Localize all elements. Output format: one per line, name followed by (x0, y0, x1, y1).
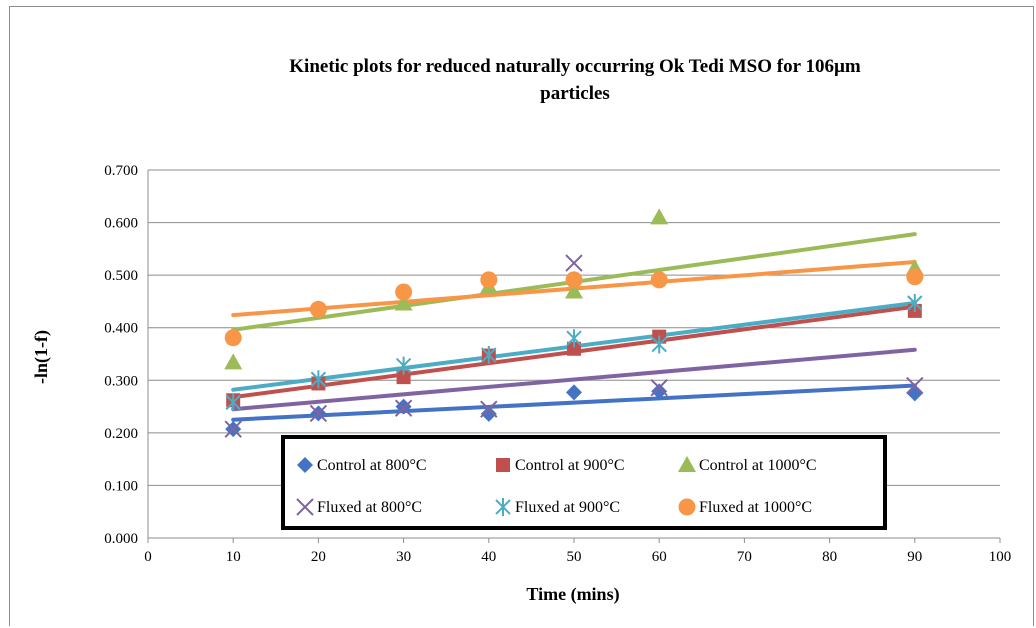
legend-entry-label: Control at 1000°C (699, 457, 817, 474)
data-point (310, 370, 327, 389)
data-point (396, 370, 411, 385)
data-point (395, 356, 412, 375)
data-point (481, 346, 497, 365)
data-point (907, 294, 923, 313)
x-tick-label: 100 (989, 549, 1012, 565)
data-point (650, 208, 669, 225)
data-point (650, 271, 668, 289)
data-point (394, 399, 413, 417)
x-tick-label: 30 (396, 549, 411, 565)
data-point (224, 329, 242, 347)
data-point (395, 398, 412, 415)
data-point (906, 385, 923, 402)
y-tick-label: 0.100 (104, 478, 138, 494)
data-point (651, 383, 668, 400)
data-point (566, 384, 582, 401)
data-point (480, 405, 497, 422)
y-tick-label: 0.500 (104, 268, 138, 284)
data-point (566, 329, 582, 348)
x-tick-label: 90 (907, 549, 922, 565)
data-point (565, 254, 583, 272)
y-tick-label: 0.400 (104, 321, 138, 337)
data-points (224, 208, 924, 438)
chart-title-line-1: Kinetic plots for reduced naturally occu… (289, 56, 861, 77)
data-point (650, 378, 668, 397)
legend-marker (678, 498, 696, 516)
trendline (231, 383, 917, 422)
chart-title-line-2: particles (540, 83, 610, 104)
y-tick-label: 0.600 (104, 216, 138, 232)
legend-marker (496, 458, 510, 472)
data-point (567, 341, 581, 356)
data-point (480, 271, 498, 289)
data-point (224, 420, 242, 438)
data-point (309, 404, 328, 423)
legend-entry-label: Fluxed at 800°C (317, 499, 422, 516)
data-point (480, 400, 498, 418)
x-tick-label: 50 (567, 549, 582, 565)
x-axis-label: Time (mins) (526, 584, 619, 605)
legend-marker (297, 457, 313, 473)
legend-entry-label: Control at 800°C (317, 457, 427, 474)
x-tick-label: 70 (737, 549, 752, 565)
x-tick-label: 10 (226, 549, 241, 565)
axes: 0.000 0.100 0.200 0.300 0.400 0.500 0.600 0.700… (104, 163, 1011, 565)
data-point (394, 294, 413, 311)
data-point (309, 300, 327, 318)
legend-marker (495, 498, 511, 516)
x-tick-label: 0 (144, 549, 152, 565)
legend-entry-label: Fluxed at 900°C (515, 499, 620, 516)
x-tick-label: 40 (481, 549, 496, 565)
legend-marker (296, 498, 314, 516)
trendline (231, 347, 917, 412)
data-point (651, 335, 667, 354)
y-tick-label: 0.000 (104, 531, 138, 547)
data-point (565, 282, 583, 299)
y-tick-label: 0.200 (104, 426, 138, 442)
data-point (224, 353, 243, 370)
legend-entry-label: Fluxed at 1000°C (699, 499, 812, 516)
data-point (906, 268, 924, 286)
data-point (906, 376, 924, 395)
x-tick-label: 60 (652, 549, 667, 565)
legend-marker (678, 456, 696, 472)
legend: Control at 800°C Control at 900°C Control … (281, 435, 887, 530)
y-tick-label: 0.300 (104, 373, 138, 389)
data-point (395, 283, 413, 301)
data-point (565, 271, 583, 289)
x-tick-label: 20 (311, 549, 326, 565)
legend-box (281, 435, 887, 530)
data-point (225, 393, 241, 412)
x-tick-label: 80 (822, 549, 837, 565)
y-axis-label: -ln(1-f) (31, 330, 52, 384)
y-tick-label: 0.700 (104, 163, 138, 179)
legend-entry-label: Control at 900°C (515, 457, 625, 474)
